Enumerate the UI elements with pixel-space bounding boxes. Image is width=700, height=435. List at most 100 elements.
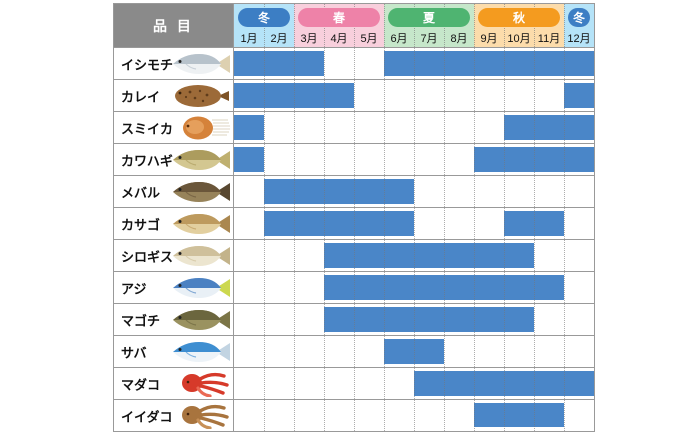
month-gridline bbox=[264, 144, 265, 175]
season-timeline bbox=[234, 112, 594, 143]
aji-fish-icon bbox=[173, 277, 230, 298]
month-gridline bbox=[444, 112, 445, 143]
month-gridline bbox=[264, 176, 265, 207]
month-gridline bbox=[564, 272, 565, 303]
month-gridline bbox=[384, 400, 385, 431]
month-gridline bbox=[264, 272, 265, 303]
month-gridline bbox=[324, 240, 325, 271]
month-gridline bbox=[474, 144, 475, 175]
kasago-fish-icon bbox=[173, 213, 230, 234]
month-gridline bbox=[534, 80, 535, 111]
month-gridline bbox=[294, 240, 295, 271]
fish-label-cell: スミイカ bbox=[114, 112, 234, 143]
fish-name: サバ bbox=[121, 345, 147, 360]
month-gridline bbox=[564, 336, 565, 367]
month-label: 1月 bbox=[240, 33, 258, 45]
month-gridline bbox=[294, 208, 295, 239]
fish-icon-wrap bbox=[171, 211, 231, 237]
month-gridline bbox=[384, 304, 385, 335]
shirogisu-fish-icon bbox=[173, 245, 230, 266]
month-gridline bbox=[384, 336, 385, 367]
month-label: 11月 bbox=[537, 33, 561, 45]
month-gridline bbox=[354, 336, 355, 367]
fish-label-cell: シロギス bbox=[114, 240, 234, 271]
month-label: 6月 bbox=[390, 33, 408, 45]
month-gridline bbox=[354, 304, 355, 335]
month-label: 3月 bbox=[300, 33, 318, 45]
month-gridline bbox=[414, 400, 415, 431]
month-gridline bbox=[384, 208, 385, 239]
month-gridline bbox=[264, 368, 265, 399]
month-gridline bbox=[294, 176, 295, 207]
item-column-header-label: 品 目 bbox=[153, 17, 194, 34]
month-gridline bbox=[294, 112, 295, 143]
month-gridline bbox=[324, 400, 325, 431]
fish-label-cell: サバ bbox=[114, 336, 234, 367]
fish-label-cell: アジ bbox=[114, 272, 234, 303]
month-gridline bbox=[534, 144, 535, 175]
in-season-bar bbox=[264, 179, 414, 204]
season-timeline bbox=[234, 400, 594, 431]
month-gridline bbox=[444, 400, 445, 431]
month-gridline bbox=[354, 272, 355, 303]
month-gridline bbox=[474, 368, 475, 399]
month-gridline bbox=[504, 304, 505, 335]
fish-label-cell: カワハギ bbox=[114, 144, 234, 175]
fish-name: アジ bbox=[121, 281, 147, 296]
months-header: 1月 2月 3月 4月 5月 6月 7月 8月 9月 10月 11月 12月冬春夏秋冬 bbox=[234, 4, 594, 47]
season-timeline bbox=[234, 272, 594, 303]
table-row-aji-fish: アジ bbox=[114, 272, 594, 304]
month-gridline bbox=[324, 144, 325, 175]
month-gridline bbox=[354, 48, 355, 79]
month-gridline bbox=[384, 48, 385, 79]
month-gridline bbox=[564, 400, 565, 431]
fish-icon-wrap bbox=[179, 371, 231, 398]
table-row-shirogisu-fish: シロギス bbox=[114, 240, 594, 272]
fish-icon-wrap bbox=[171, 51, 231, 77]
month-gridline bbox=[534, 272, 535, 303]
fish-label-cell: カサゴ bbox=[114, 208, 234, 239]
month-gridline bbox=[324, 336, 325, 367]
month-gridline bbox=[354, 240, 355, 271]
month-label: 4月 bbox=[330, 33, 348, 45]
fish-icon-wrap bbox=[173, 83, 231, 109]
month-gridline bbox=[474, 400, 475, 431]
month-gridline bbox=[564, 208, 565, 239]
month-gridline bbox=[324, 80, 325, 111]
month-gridline bbox=[474, 4, 475, 47]
month-gridline bbox=[264, 240, 265, 271]
month-gridline bbox=[414, 208, 415, 239]
month-gridline bbox=[384, 112, 385, 143]
season-timeline bbox=[234, 336, 594, 367]
month-gridline bbox=[564, 368, 565, 399]
table-row-sumiika-cuttlefish: スミイカ bbox=[114, 112, 594, 144]
in-season-bar bbox=[324, 243, 534, 268]
month-gridline bbox=[414, 368, 415, 399]
in-season-bar bbox=[324, 307, 534, 332]
season-pill-autumn: 秋 bbox=[478, 8, 560, 27]
in-season-bar bbox=[504, 115, 594, 140]
month-gridline bbox=[414, 304, 415, 335]
month-gridline bbox=[324, 368, 325, 399]
season-timeline bbox=[234, 48, 594, 79]
month-gridline bbox=[384, 368, 385, 399]
month-gridline bbox=[354, 112, 355, 143]
mebaru-fish-icon bbox=[173, 181, 230, 202]
month-label: 5月 bbox=[360, 33, 378, 45]
month-gridline bbox=[354, 144, 355, 175]
fish-name: メバル bbox=[121, 185, 161, 200]
month-gridline bbox=[324, 48, 325, 79]
month-gridline bbox=[414, 80, 415, 111]
in-season-bar bbox=[234, 115, 264, 140]
month-label: 9月 bbox=[480, 33, 498, 45]
season-pill-spring: 春 bbox=[298, 8, 380, 27]
month-gridline bbox=[504, 144, 505, 175]
fish-name: イシモチ bbox=[121, 57, 174, 72]
month-gridline bbox=[354, 80, 355, 111]
season-timeline bbox=[234, 80, 594, 111]
table-row-magochi-fish: マゴチ bbox=[114, 304, 594, 336]
season-timeline bbox=[234, 368, 594, 399]
season-pill-winter: 冬 bbox=[238, 8, 290, 27]
month-gridline bbox=[474, 240, 475, 271]
month-gridline bbox=[444, 48, 445, 79]
